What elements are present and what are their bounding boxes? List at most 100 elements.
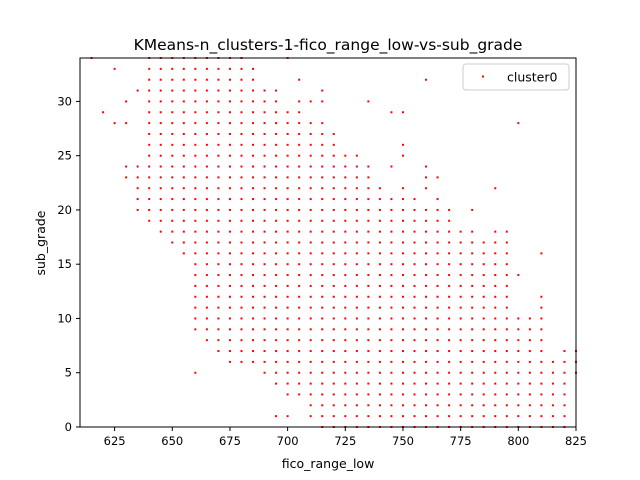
data-point <box>367 176 370 179</box>
data-point <box>425 382 428 385</box>
data-point <box>205 208 208 211</box>
data-point <box>309 132 312 135</box>
data-point <box>263 230 266 233</box>
data-point <box>425 350 428 353</box>
data-point <box>517 382 520 385</box>
data-point <box>321 198 324 201</box>
data-point <box>228 89 231 92</box>
data-point <box>321 371 324 374</box>
data-point <box>528 404 531 407</box>
data-point <box>390 111 393 114</box>
data-point <box>459 317 462 320</box>
data-point <box>159 89 162 92</box>
data-point <box>148 78 151 81</box>
data-point <box>228 198 231 201</box>
data-point <box>217 263 220 266</box>
data-point <box>298 382 301 385</box>
data-point <box>436 241 439 244</box>
data-point <box>563 404 566 407</box>
data-point <box>148 154 151 157</box>
data-point <box>275 100 278 103</box>
data-point <box>171 241 174 244</box>
data-point <box>148 219 151 222</box>
data-point <box>171 165 174 168</box>
data-point <box>332 154 335 157</box>
data-point <box>275 154 278 157</box>
data-point <box>205 154 208 157</box>
data-point <box>344 393 347 396</box>
data-point <box>217 100 220 103</box>
data-point <box>217 350 220 353</box>
data-point <box>540 317 543 320</box>
data-point <box>459 360 462 363</box>
data-point <box>309 176 312 179</box>
data-point <box>240 328 243 331</box>
data-point <box>148 67 151 70</box>
data-point <box>448 382 451 385</box>
data-point <box>355 208 358 211</box>
data-point <box>182 78 185 81</box>
data-point <box>309 241 312 244</box>
data-point <box>355 317 358 320</box>
data-point <box>171 187 174 190</box>
data-point <box>228 339 231 342</box>
data-point <box>471 371 474 374</box>
data-point <box>263 198 266 201</box>
data-point <box>459 295 462 298</box>
data-point <box>448 219 451 222</box>
data-point <box>309 306 312 309</box>
data-point <box>286 263 289 266</box>
data-point <box>252 111 255 114</box>
data-point <box>540 404 543 407</box>
data-point <box>171 89 174 92</box>
data-point <box>471 284 474 287</box>
x-tick-label: 675 <box>219 434 241 448</box>
data-point <box>217 122 220 125</box>
data-point <box>298 176 301 179</box>
data-point <box>252 219 255 222</box>
data-point <box>494 404 497 407</box>
data-point <box>517 404 520 407</box>
data-point <box>344 208 347 211</box>
data-point <box>194 328 197 331</box>
data-point <box>240 89 243 92</box>
data-point <box>252 67 255 70</box>
data-point <box>355 176 358 179</box>
data-point <box>298 317 301 320</box>
data-point <box>332 284 335 287</box>
data-point <box>194 154 197 157</box>
data-point <box>205 67 208 70</box>
data-point <box>252 154 255 157</box>
data-point <box>252 78 255 81</box>
data-point <box>332 295 335 298</box>
data-point <box>378 382 381 385</box>
data-point <box>436 176 439 179</box>
data-point <box>425 317 428 320</box>
data-point <box>298 165 301 168</box>
data-point <box>275 252 278 255</box>
data-point <box>182 187 185 190</box>
data-point <box>540 393 543 396</box>
data-point <box>401 252 404 255</box>
data-point <box>482 350 485 353</box>
data-point <box>136 187 139 190</box>
data-point <box>240 132 243 135</box>
data-point <box>286 198 289 201</box>
data-point <box>448 263 451 266</box>
data-point <box>517 328 520 331</box>
data-point <box>355 187 358 190</box>
data-point <box>321 295 324 298</box>
data-point <box>425 295 428 298</box>
data-point <box>240 360 243 363</box>
data-point <box>148 132 151 135</box>
data-point <box>194 165 197 168</box>
data-point <box>332 274 335 277</box>
data-point <box>482 382 485 385</box>
data-point <box>471 208 474 211</box>
data-point <box>505 404 508 407</box>
data-point <box>194 78 197 81</box>
data-point <box>413 328 416 331</box>
data-point <box>240 187 243 190</box>
y-tick-label: 20 <box>57 203 72 217</box>
data-point <box>505 284 508 287</box>
